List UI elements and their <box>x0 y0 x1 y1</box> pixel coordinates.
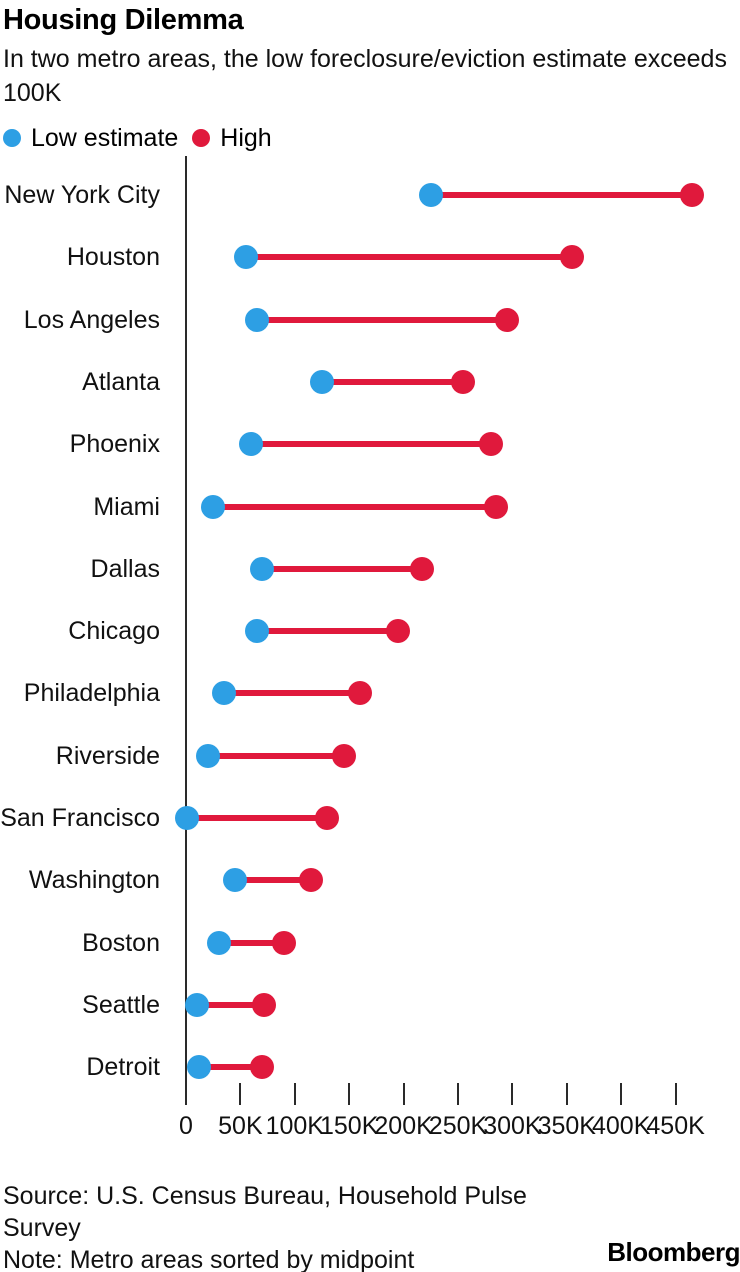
category-label: Washington <box>28 866 160 895</box>
x-axis-tick-label: 400K <box>591 1112 651 1140</box>
legend-label-low: Low estimate <box>31 123 179 152</box>
category-label: San Francisco <box>0 804 160 832</box>
high-estimate-dot <box>250 1055 275 1080</box>
category-label: Dallas <box>90 554 160 583</box>
category-label: Phoenix <box>69 430 160 459</box>
dumbbell-line <box>322 378 464 385</box>
dumbbell-line <box>251 441 491 448</box>
low-estimate-dot <box>187 1055 212 1080</box>
high-estimate-dot <box>410 556 435 581</box>
x-axis-tick <box>185 1083 187 1105</box>
category-label: Detroit <box>86 1053 160 1082</box>
x-axis-tick-label: 350K <box>537 1112 596 1140</box>
low-estimate-dot <box>250 556 275 581</box>
low-estimate-dot <box>244 619 269 644</box>
x-axis-tick-label: 50K <box>218 1112 263 1140</box>
high-estimate-dot <box>679 183 704 207</box>
low-estimate-dot <box>310 369 334 394</box>
x-axis-tick <box>457 1083 459 1105</box>
legend-label-high: High <box>220 123 272 152</box>
low-estimate-dot <box>175 806 200 830</box>
category-label: Seattle <box>82 990 160 1019</box>
low-estimate-dot <box>244 307 269 332</box>
high-estimate-dot <box>484 494 509 519</box>
category-label: Houston <box>66 243 160 272</box>
low-estimate-dot <box>222 868 247 893</box>
x-axis-tick-label: 200K <box>374 1112 433 1140</box>
dumbbell-line <box>213 503 497 510</box>
category-label: Atlanta <box>82 367 160 396</box>
footer: Source: U.S. Census Bureau, Household Pu… <box>3 1180 548 1272</box>
bloomberg-logo: Bloomberg <box>607 1237 740 1267</box>
high-estimate-dot <box>386 619 411 644</box>
high-estimate-dot <box>252 992 277 1017</box>
x-axis-tick-label: 100K <box>265 1112 324 1140</box>
high-estimate-dot-icon <box>192 129 211 147</box>
low-estimate-dot <box>195 743 220 768</box>
x-axis-tick <box>674 1083 677 1105</box>
category-label: Philadelphia <box>23 679 160 708</box>
category-label: New York City <box>4 181 160 209</box>
x-axis-tick <box>293 1083 296 1105</box>
legend: Low estimate High <box>3 124 272 152</box>
high-estimate-dot <box>478 432 503 457</box>
low-estimate-dot <box>239 432 264 457</box>
high-estimate-dot <box>494 307 519 332</box>
dumbbell-line <box>234 877 312 884</box>
high-estimate-dot <box>315 806 340 830</box>
high-estimate-dot <box>271 930 296 955</box>
legend-item-high: High <box>192 123 272 153</box>
x-axis-tick <box>239 1083 242 1105</box>
low-estimate-dot <box>418 183 443 207</box>
low-estimate-dot <box>184 992 209 1017</box>
high-estimate-dot <box>451 369 476 394</box>
low-estimate-dot <box>212 681 237 706</box>
high-estimate-dot <box>348 681 373 706</box>
high-estimate-dot <box>560 245 585 270</box>
x-axis-tick <box>402 1083 405 1105</box>
x-axis-tick-label: 0 <box>179 1112 193 1140</box>
category-label: Los Angeles <box>23 305 160 334</box>
dumbbell-line <box>207 752 344 759</box>
x-axis-tick-label: 450K <box>646 1112 705 1140</box>
x-axis-tick <box>565 1083 568 1105</box>
high-estimate-dot <box>299 868 324 893</box>
low-estimate-dot-icon <box>3 129 21 147</box>
low-estimate-dot <box>206 930 231 955</box>
dumbbell-line <box>256 316 507 323</box>
dumbbell-line <box>262 565 423 572</box>
x-axis-tick-label: 150K <box>319 1112 379 1140</box>
dumbbell-line <box>218 939 284 946</box>
x-axis-tick <box>511 1083 514 1105</box>
low-estimate-dot <box>201 494 226 519</box>
category-label: Riverside <box>55 741 160 770</box>
category-label: Chicago <box>68 617 160 646</box>
source-note: Source: U.S. Census Bureau, Household Pu… <box>3 1182 527 1242</box>
dumbbell-line <box>245 254 573 261</box>
dumbbell-line <box>196 1001 265 1008</box>
low-estimate-dot <box>233 245 258 270</box>
x-axis-tick <box>348 1083 351 1105</box>
x-axis-tick-label: 300K <box>483 1112 542 1140</box>
y-axis-line <box>185 156 187 1105</box>
dumbbell-line <box>199 1064 263 1071</box>
dumbbell-line <box>224 690 361 697</box>
legend-item-low: Low estimate <box>3 124 178 153</box>
x-axis-tick <box>620 1083 623 1105</box>
dumbbell-line <box>256 628 399 635</box>
category-label: Miami <box>93 492 160 521</box>
x-axis-tick-label: 250K <box>428 1112 488 1140</box>
chart-subtitle: In two metro areas, the low foreclosure/… <box>3 45 727 107</box>
dumbbell-line <box>430 192 692 198</box>
sort-note: Note: Metro areas sorted by midpoint <box>3 1246 415 1272</box>
category-label: Boston <box>82 928 160 957</box>
high-estimate-dot <box>331 743 356 768</box>
chart-title: Housing Dilemma <box>3 4 244 36</box>
dumbbell-line <box>187 815 328 821</box>
